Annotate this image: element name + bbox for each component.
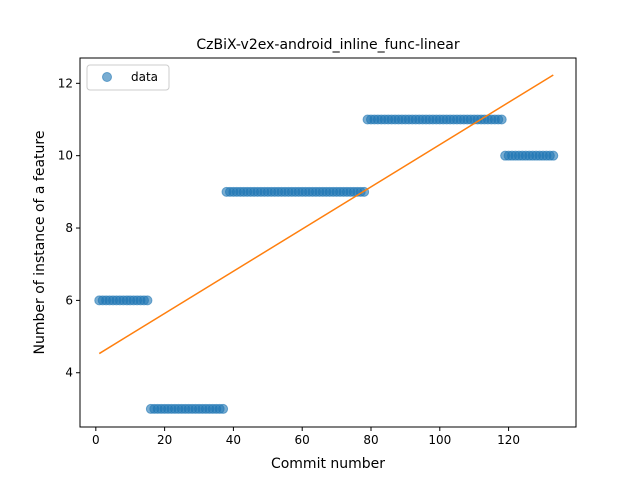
data-point — [497, 115, 506, 124]
chart-title: CzBiX-v2ex-android_inline_func-linear — [196, 37, 460, 53]
x-tick-label: 60 — [295, 433, 310, 447]
x-axis-label: Commit number — [271, 456, 385, 472]
y-tick-label: 6 — [65, 293, 73, 307]
y-tick-label: 10 — [58, 149, 73, 163]
y-tick-label: 8 — [65, 221, 73, 235]
x-tick-label: 20 — [157, 433, 172, 447]
y-tick-label: 12 — [58, 76, 73, 90]
x-tick-label: 0 — [92, 433, 100, 447]
x-tick-label: 120 — [497, 433, 520, 447]
y-axis-label: Number of instance of a feature — [32, 131, 48, 355]
x-tick-label: 100 — [428, 433, 451, 447]
data-point — [219, 404, 228, 413]
data-point — [549, 151, 558, 160]
x-tick-label: 80 — [363, 433, 378, 447]
x-tick-label: 40 — [226, 433, 241, 447]
data-point — [143, 296, 152, 305]
legend: data — [87, 65, 169, 90]
legend-label-data: data — [131, 70, 158, 84]
legend-marker — [103, 73, 112, 82]
y-tick-label: 4 — [65, 366, 73, 380]
